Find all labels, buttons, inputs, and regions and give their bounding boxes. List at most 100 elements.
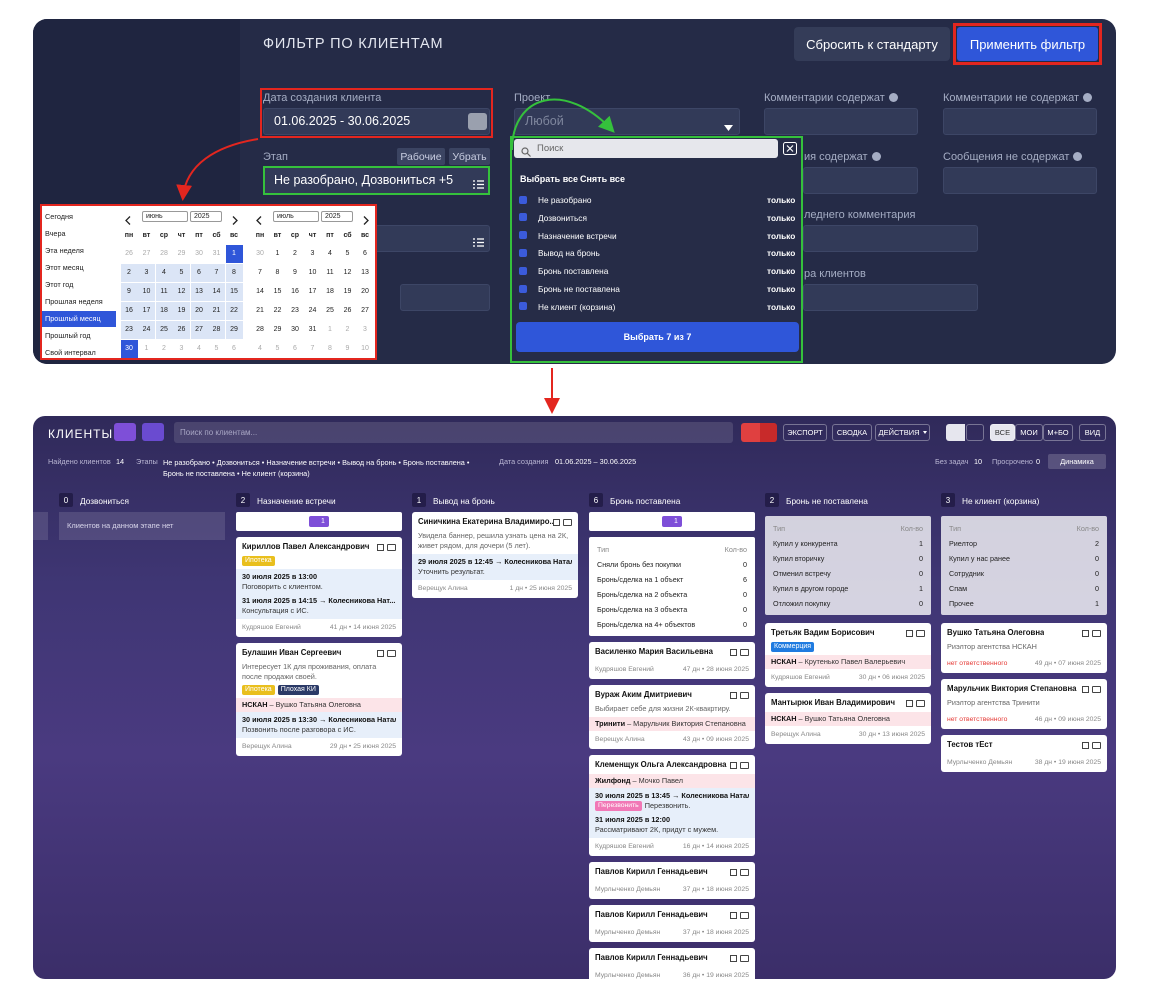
calendar-day[interactable]: 1 (328, 326, 332, 333)
text-input[interactable] (943, 108, 1097, 135)
calendar-day[interactable]: 29 (177, 250, 186, 257)
calendar-day[interactable]: 30 (256, 250, 264, 257)
view-kanban[interactable] (946, 424, 965, 441)
calendar-day[interactable]: 4 (328, 250, 332, 257)
stage-button[interactable]: Рабочие (397, 148, 445, 165)
refresh-button[interactable] (142, 423, 164, 441)
preset[interactable]: Этот месяц (45, 263, 84, 272)
calendar-day[interactable]: 6 (293, 345, 297, 352)
client-card[interactable]: Клеменщук Ольга Александровна Жилфонд – Мо… (589, 755, 755, 856)
calendar-day[interactable]: 3 (179, 345, 184, 352)
calendar-day[interactable]: 12 (343, 269, 352, 276)
calendar-day[interactable]: 30 (195, 250, 203, 257)
calendar-day[interactable]: 18 (155, 302, 173, 320)
calendar-day[interactable]: 9 (120, 283, 138, 301)
text-input[interactable] (764, 108, 918, 135)
calendar-day[interactable]: 4 (155, 264, 173, 282)
preset[interactable]: Прошлый год (45, 331, 91, 340)
calendar-day[interactable]: 26 (173, 321, 190, 339)
calendar-day[interactable]: 4 (258, 345, 262, 352)
toolbar-button[interactable]: ЭКСПОРТ (783, 424, 827, 441)
clear-all[interactable]: Снять все (580, 174, 625, 184)
apply-button[interactable]: Применить фильтр (957, 27, 1098, 61)
date-input[interactable]: 01.06.2025 - 30.06.2025 (263, 108, 490, 135)
stage-option[interactable]: Не клиент (корзина) (538, 301, 616, 312)
calendar-day[interactable]: 27 (361, 307, 369, 314)
calendar-day[interactable]: 22 (273, 307, 282, 314)
calendar-day[interactable]: 7 (208, 264, 225, 282)
calendar-day[interactable]: 7 (310, 345, 315, 352)
text-input[interactable] (803, 284, 978, 311)
calendar-day[interactable]: 22 (225, 302, 243, 320)
only-link[interactable]: только (767, 284, 796, 294)
calendar-day[interactable]: 29 (273, 326, 282, 333)
calendar-day[interactable]: 16 (120, 302, 138, 320)
calendar-day[interactable]: 6 (363, 250, 367, 257)
calendar-day[interactable]: 5 (173, 264, 190, 282)
checkbox[interactable] (519, 231, 527, 240)
calendar-day[interactable]: 13 (190, 283, 208, 301)
project-select[interactable]: Любой (514, 108, 740, 135)
calendar-day[interactable]: 9 (293, 269, 297, 276)
calendar-day[interactable]: 1 (275, 250, 280, 257)
calendar-day[interactable]: 21 (208, 302, 225, 320)
calendar-day[interactable]: 23 (120, 321, 138, 339)
preset[interactable]: Вчера (45, 229, 66, 238)
calendar-day[interactable]: 11 (326, 269, 334, 276)
calendar-day[interactable]: 15 (273, 288, 282, 295)
stage-option[interactable]: Дозвониться (538, 212, 587, 223)
calendar-day[interactable]: 14 (208, 283, 225, 301)
client-card[interactable]: Кириллов Павел Александрович Ипотека 30 ию… (236, 537, 402, 637)
calendar-day[interactable]: 2 (345, 326, 350, 333)
year-select[interactable]: 2025 (190, 211, 222, 222)
checkbox[interactable] (519, 284, 527, 293)
filter-clear[interactable] (760, 423, 777, 442)
preset[interactable]: Прошлый месяц (45, 314, 101, 323)
preset[interactable]: Сегодня (45, 212, 73, 221)
calendar-day[interactable]: 18 (326, 288, 334, 295)
calendar-day[interactable]: 24 (138, 321, 155, 339)
checkbox[interactable] (519, 195, 527, 204)
client-card[interactable]: Василенко Мария Васильевна Кудряшов Евген… (589, 642, 755, 679)
calendar-day[interactable]: 24 (308, 307, 317, 314)
preset[interactable]: Прошлая неделя (45, 297, 103, 306)
year-select[interactable]: 2025 (321, 211, 353, 222)
calendar-day[interactable]: 17 (138, 302, 155, 320)
stage-option[interactable]: Не разобрано (538, 195, 592, 205)
add-client-button[interactable] (114, 423, 136, 441)
scope-button[interactable]: ВСЕ (990, 424, 1015, 441)
calendar-day[interactable]: 28 (256, 326, 264, 333)
calendar-day[interactable]: 2 (162, 345, 166, 352)
client-card[interactable]: Вураж Аким Дмитриевич Выбирает себе для ж… (589, 685, 755, 749)
only-link[interactable]: только (767, 212, 796, 223)
month-select[interactable]: июль (273, 211, 319, 222)
checkbox[interactable] (519, 302, 527, 311)
calendar-day[interactable]: 26 (125, 250, 133, 257)
view-button[interactable]: ВИД (1079, 424, 1106, 441)
calendar-day[interactable]: 10 (308, 269, 317, 276)
stage-option[interactable]: Бронь не поставлена (538, 284, 620, 294)
calendar-day[interactable]: 20 (361, 288, 369, 295)
calendar-day[interactable]: 5 (345, 250, 350, 257)
calendar-day[interactable]: 11 (155, 283, 173, 301)
calendar-day[interactable]: 3 (138, 264, 155, 282)
calendar-day[interactable]: 6 (190, 264, 208, 282)
calendar-day[interactable]: 5 (275, 345, 280, 352)
preset[interactable]: Эта неделя (45, 246, 84, 255)
calendar-day[interactable]: 17 (308, 288, 317, 295)
calendar-day[interactable]: 21 (256, 307, 264, 314)
calendar-day[interactable]: 8 (275, 269, 280, 276)
client-card[interactable]: Марульчик Виктория Степановна Риэлтор аге… (941, 679, 1107, 729)
client-card[interactable]: Булашин Иван Сергеевич Интересует 1К для … (236, 643, 402, 756)
reset-button[interactable]: Сбросить к стандарту (794, 27, 950, 61)
client-card[interactable]: Мантырюк Иван Владимирович НСКАН – Вушко Т… (765, 693, 931, 744)
text-input[interactable] (803, 167, 918, 194)
calendar-day[interactable]: 3 (310, 250, 315, 257)
calendar-day[interactable]: 10 (361, 345, 369, 352)
text-input[interactable] (803, 225, 978, 252)
preset[interactable]: Свой интервал (45, 348, 96, 357)
filter-button[interactable] (741, 423, 760, 442)
client-card[interactable]: Павлов Кирилл Геннадьевич Мурлыченко Демь… (589, 862, 755, 899)
stage-input[interactable]: Не разобрано, Дозвониться +5 (263, 166, 490, 195)
text-input[interactable] (943, 167, 1097, 194)
